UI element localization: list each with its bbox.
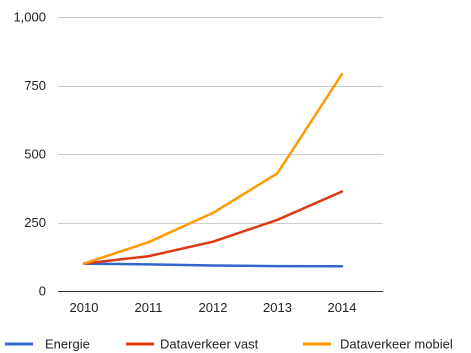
series-line-dataverkeer-mobiel [82,72,344,265]
y-tick-label: 750 [24,78,46,93]
x-tick-label: 2012 [199,300,228,315]
legend-label: Dataverkeer vast [160,337,259,352]
legend-item: Dataverkeer vast [126,337,259,352]
legend-item: Energie [5,337,90,352]
gridlines [58,17,383,292]
legend: Energie Dataverkeer vast Dataverkeer mobie… [5,337,453,352]
legend-item: Dataverkeer mobiel [303,337,453,352]
series-line-dataverkeer-vast [82,190,344,265]
x-tick-label: 2014 [328,300,357,315]
x-tick-label: 2013 [263,300,292,315]
series-lines [82,72,344,268]
series-line-energie [82,262,344,268]
legend-label: Dataverkeer mobiel [340,337,453,352]
y-axis-tick-labels: 0 250 500 750 1,000 [13,10,46,299]
y-tick-label: 250 [24,215,46,230]
x-tick-label: 2011 [135,300,163,315]
y-tick-label: 1,000 [13,10,46,25]
y-tick-label: 500 [24,147,46,162]
x-tick-label: 2010 [70,300,99,315]
legend-label: Energie [45,337,90,352]
x-axis-tick-labels: 2010 2011 2012 2013 2014 [70,300,357,315]
y-tick-label: 0 [39,284,46,299]
